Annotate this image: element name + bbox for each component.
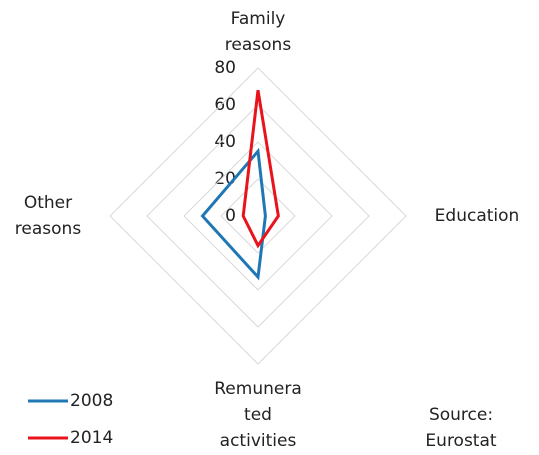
category-label: Remunera ted activities bbox=[214, 379, 302, 451]
legend-label: 2014 bbox=[70, 428, 113, 448]
grid-ring bbox=[109, 67, 407, 365]
series-line bbox=[241, 89, 280, 249]
r-tick-label: 60 bbox=[214, 95, 236, 115]
source-note: Source: Eurostat bbox=[425, 405, 497, 451]
legend-label: 2008 bbox=[70, 391, 113, 411]
r-tick-label: 80 bbox=[214, 58, 236, 78]
category-label: Other reasons bbox=[14, 193, 82, 239]
r-tick-label: 40 bbox=[214, 132, 236, 152]
category-label: Family reasons bbox=[224, 9, 292, 55]
r-tick-label: 0 bbox=[225, 206, 236, 226]
series-line bbox=[200, 147, 267, 281]
grid-ring bbox=[183, 141, 333, 291]
grid-ring bbox=[220, 178, 296, 254]
grid-ring bbox=[146, 104, 370, 328]
category-label: Education bbox=[434, 206, 520, 226]
